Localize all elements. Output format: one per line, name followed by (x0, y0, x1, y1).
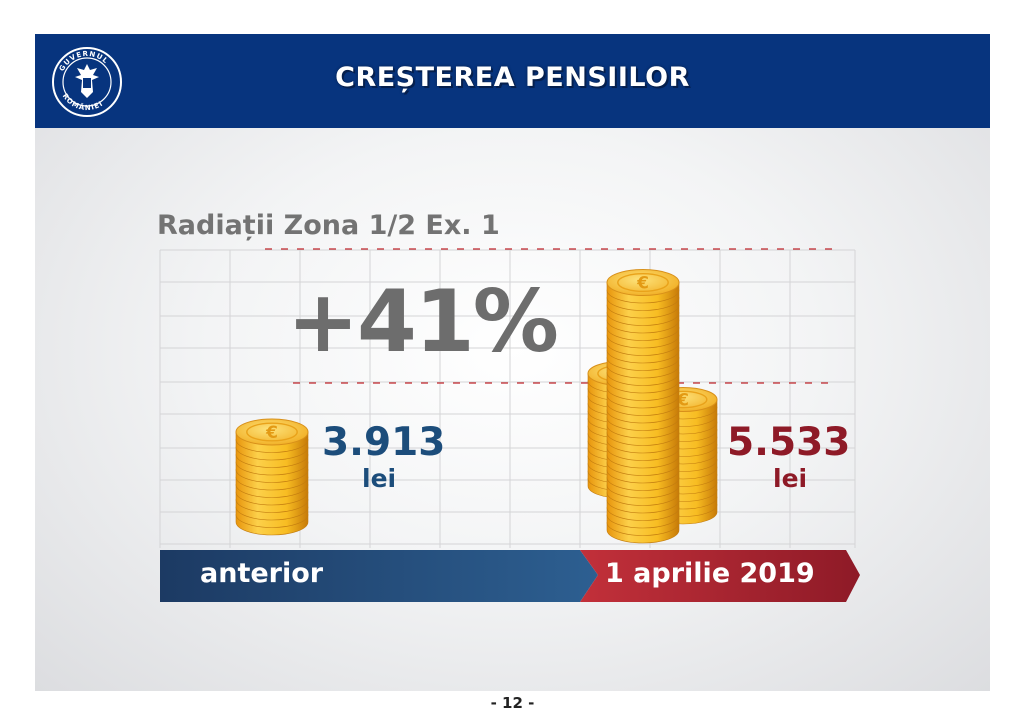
coin-stack-after-center: € (606, 269, 680, 544)
increase-percent: +41% (287, 272, 559, 372)
page-number: - 12 - (490, 694, 535, 712)
after-unit: lei (773, 464, 808, 493)
banner-after-segment (580, 550, 860, 602)
banner-before-segment (160, 550, 598, 602)
after-amount: 5.533 (727, 420, 851, 465)
period-banner (160, 550, 860, 602)
banner-before-label: anterior (200, 558, 324, 589)
coin-stack-before: € (235, 418, 309, 536)
page-title: CREȘTEREA PENSIILOR (335, 62, 690, 93)
before-amount: 3.913 (322, 420, 446, 465)
euro-icon: € (265, 423, 278, 443)
header-bar: GUVERNUL ROMÂNIEI CREȘTEREA PENSIILOR (35, 34, 990, 128)
banner-after-label: 1 aprilie 2019 (605, 558, 815, 589)
slide: GUVERNUL ROMÂNIEI CREȘTEREA PENSIILOR (35, 34, 990, 691)
coin-stacks: € € € € (235, 269, 718, 544)
euro-icon: € (636, 274, 649, 294)
chart-subtitle: Radiații Zona 1/2 Ex. 1 (157, 210, 500, 241)
government-seal-icon: GUVERNUL ROMÂNIEI (52, 47, 122, 117)
before-unit: lei (362, 464, 397, 493)
